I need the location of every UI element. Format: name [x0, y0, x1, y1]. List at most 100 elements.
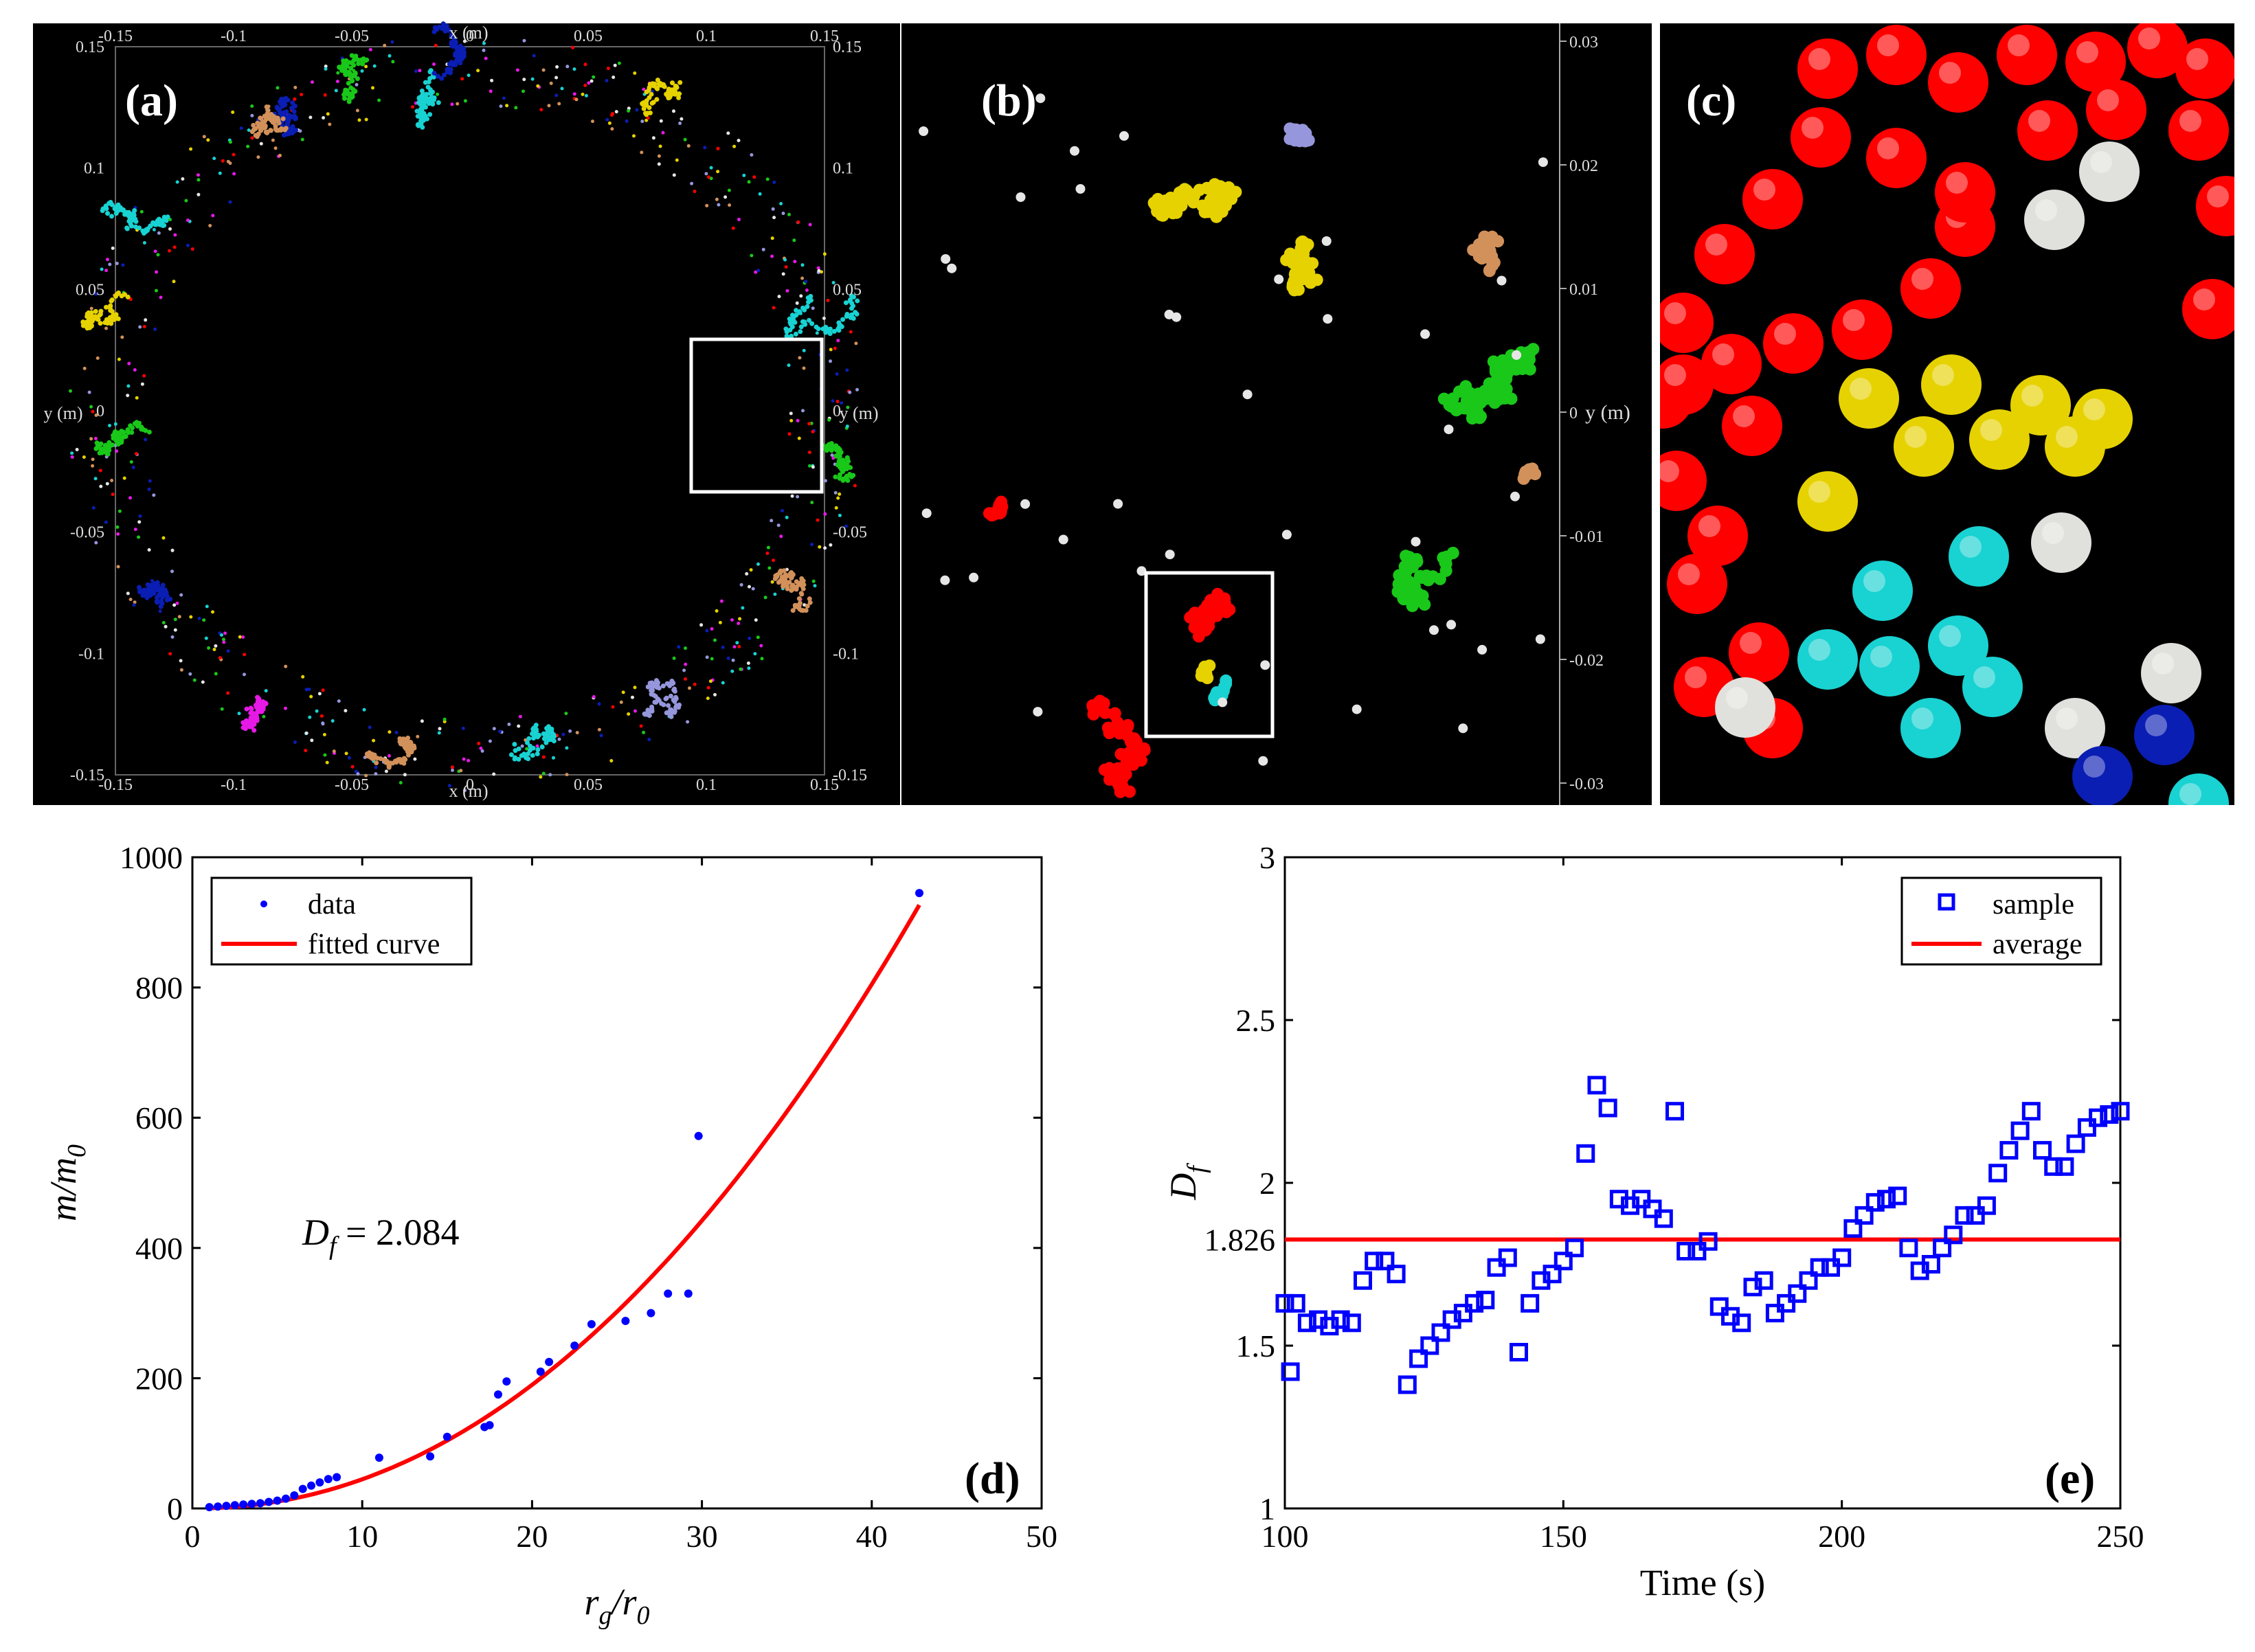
ring-cluster-particle [124, 225, 130, 231]
cluster-particle [1201, 672, 1214, 684]
ring-particle [731, 226, 735, 230]
ring-cluster-particle [539, 745, 545, 749]
ring-particle [104, 520, 108, 524]
ring-cluster-particle [121, 434, 126, 440]
ring-cluster-particle [145, 227, 150, 233]
ring-particle [784, 265, 788, 269]
ring-particle [822, 316, 826, 320]
ring-particle [571, 45, 575, 49]
ring-particle [323, 93, 327, 97]
ring-particle [693, 682, 697, 686]
ring-particle [142, 241, 146, 245]
panel-a-xlabel-top: x (m) [449, 23, 488, 43]
ring-particle [835, 372, 839, 376]
ring-particle [627, 712, 631, 716]
sphere [1791, 107, 1851, 168]
ring-particle [781, 509, 784, 512]
sphere [1687, 506, 1748, 566]
sample-point [1832, 1248, 1852, 1267]
ring-particle [749, 568, 753, 572]
ring-cluster-particle [109, 308, 115, 314]
ring-particle [271, 138, 275, 142]
ring-particle [148, 479, 152, 483]
ring-particle [108, 262, 112, 267]
ring-particle [759, 644, 763, 648]
ring-particle [328, 122, 332, 126]
ring-cluster-particle [115, 442, 121, 447]
ring-cluster-particle [412, 745, 417, 751]
ring-particle [617, 61, 621, 65]
sphere [1928, 52, 1988, 113]
ring-particle [640, 150, 644, 155]
cluster-particle [1220, 674, 1233, 687]
ring-cluster-particle [644, 89, 649, 95]
ring-cluster-particle [455, 47, 460, 53]
ring-particle [247, 128, 251, 132]
ring-particle [811, 579, 816, 583]
ring-particle [324, 65, 328, 68]
ring-cluster-particle [270, 120, 276, 125]
ring-particle [678, 122, 682, 125]
ring-cluster-particle [807, 600, 813, 605]
sample-point [1944, 1225, 1963, 1245]
sphere [1667, 554, 1727, 614]
ring-particle [619, 700, 623, 704]
aggregate-ring [69, 21, 860, 793]
ring-particle [315, 709, 319, 713]
ring-cluster-particle [794, 308, 799, 313]
ring-particle [226, 649, 230, 653]
ring-cluster-particle [672, 699, 677, 704]
ring-particle [311, 80, 314, 84]
sample-point [2089, 1108, 2108, 1127]
ring-particle [94, 414, 98, 417]
ring-particle [212, 648, 216, 651]
free-particle [1351, 704, 1362, 714]
ring-particle [840, 401, 844, 405]
free-particle [1420, 329, 1431, 339]
ring-particle [770, 580, 774, 584]
ring-cluster-particle [89, 318, 95, 324]
ring-particle [785, 288, 789, 293]
ring-cluster-particle [642, 711, 647, 716]
sphere-highlight [1685, 666, 1707, 688]
sphere-highlight [2021, 385, 2043, 407]
ring-cluster-particle [842, 465, 848, 471]
ring-particle [484, 56, 488, 60]
ring-particle [554, 93, 559, 98]
sphere-highlight [2090, 151, 2112, 173]
sample-point [1977, 1196, 1996, 1215]
panel-a-ticks: -0.15-0.15-0.15 -0.15-0.1-0.1-0.1 -0.1-0.0… [70, 27, 867, 794]
ring-particle [243, 672, 246, 677]
ring-cluster-particle [151, 585, 157, 590]
cluster-particle [1445, 394, 1458, 407]
ring-cluster-particle [397, 739, 403, 745]
ring-particle [237, 712, 241, 716]
ring-particle [561, 732, 565, 736]
ring-particle [355, 82, 359, 87]
ring-cluster-particle [355, 57, 361, 63]
ring-particle [772, 216, 776, 220]
ring-particle [706, 686, 710, 690]
sphere [2168, 773, 2229, 805]
ring-cluster-particle [287, 130, 292, 135]
ring-particle [781, 212, 785, 216]
ring-cluster-particle [416, 100, 421, 105]
cluster-particle [1134, 754, 1147, 767]
ring-particle [633, 71, 637, 75]
ring-particle [796, 418, 800, 422]
free-particle [1444, 425, 1454, 435]
panel-e-label: (e) [2045, 1453, 2095, 1504]
ring-particle [642, 87, 646, 91]
legend-fitted-label: fitted curve [308, 929, 440, 960]
ring-particle [745, 572, 749, 576]
ring-particle [683, 137, 687, 142]
ring-particle [590, 79, 594, 83]
zoom-box-a [689, 337, 824, 494]
chart-d-legend-box [210, 876, 473, 966]
ring-particle [642, 730, 646, 734]
ring-cluster-particle [114, 433, 120, 439]
cluster-particle [1404, 553, 1417, 566]
ring-cluster-particle [254, 714, 259, 719]
ring-cluster-particle [420, 98, 426, 104]
ring-particle [467, 758, 471, 762]
